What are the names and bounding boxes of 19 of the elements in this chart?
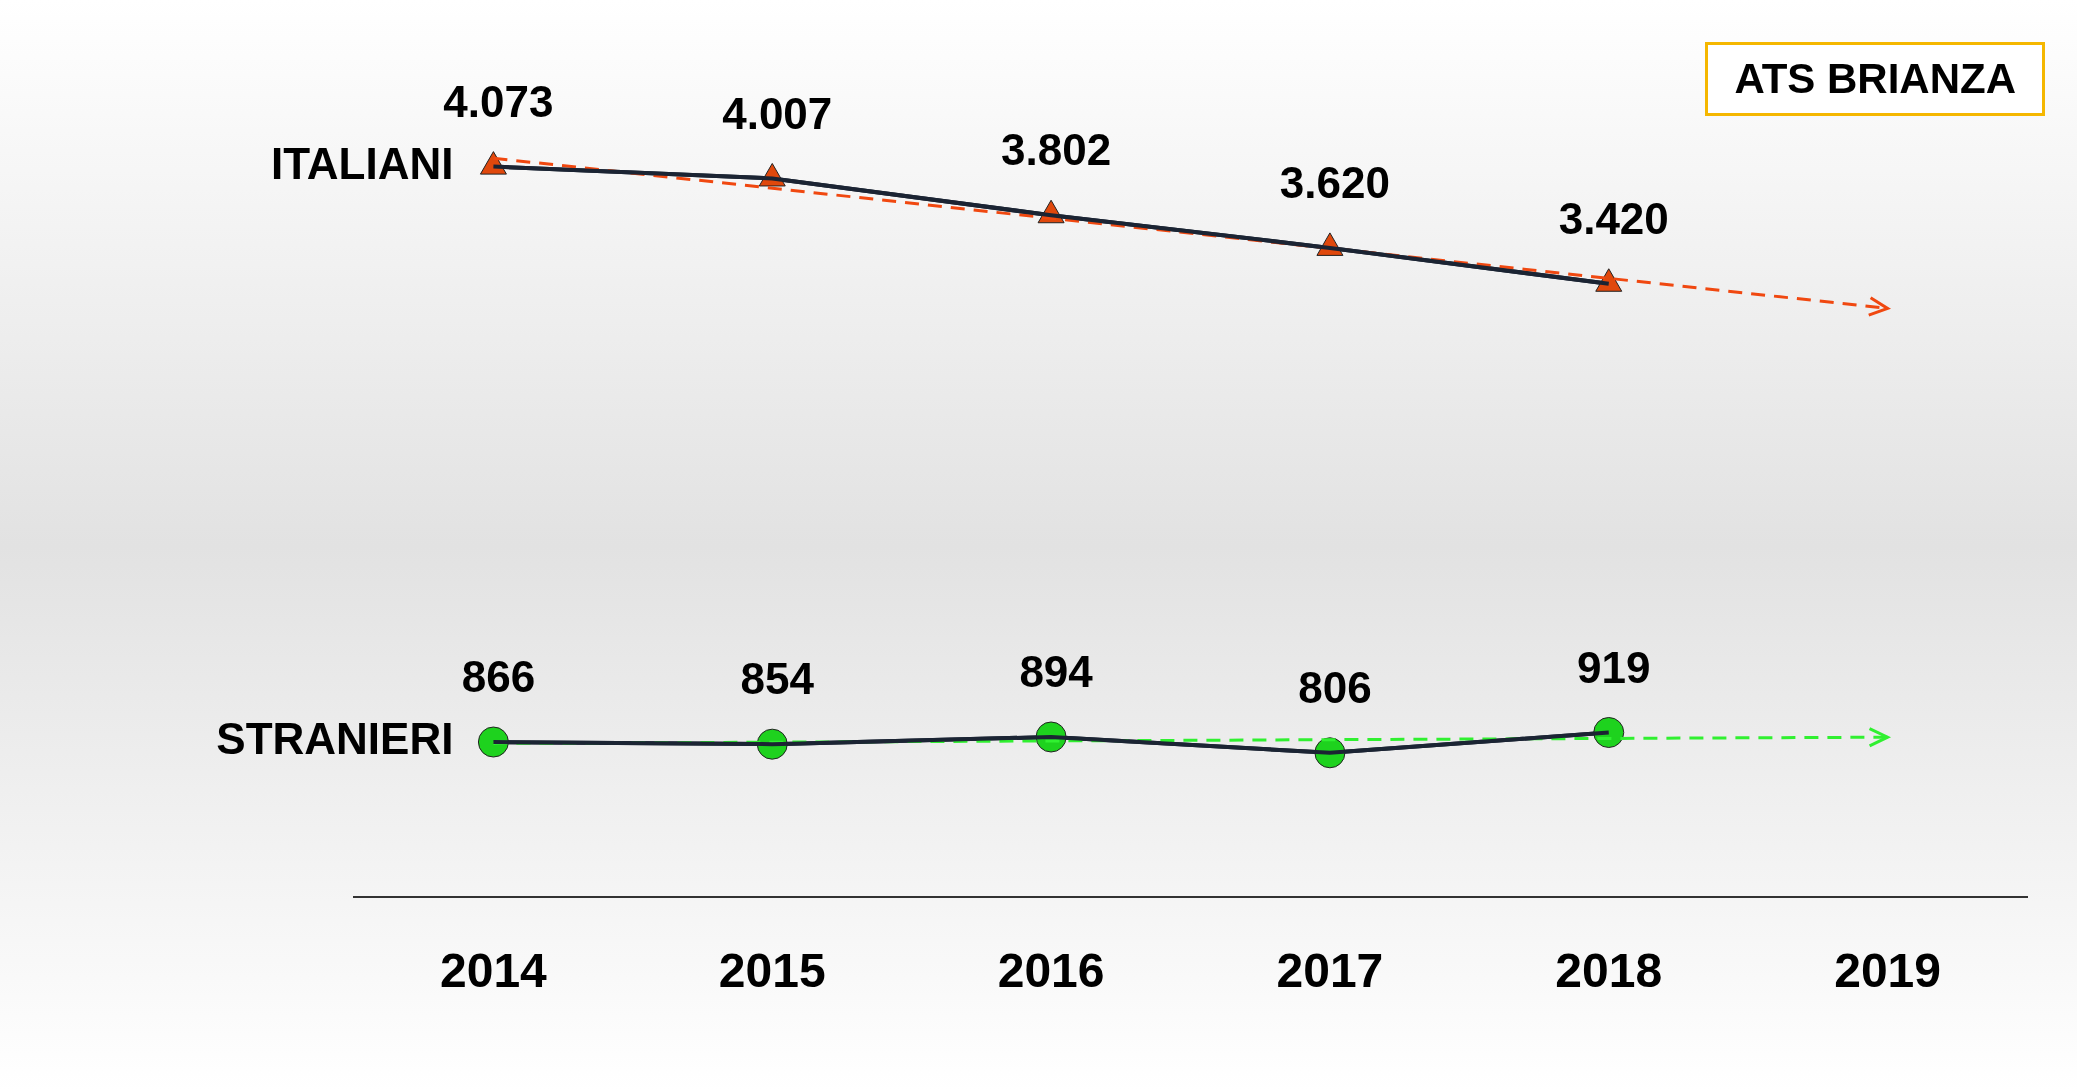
data-label: 3.620 <box>1279 158 1390 208</box>
data-label: 4.073 <box>443 76 554 126</box>
data-label: 3.802 <box>1001 125 1112 175</box>
data-label: 919 <box>1577 642 1651 692</box>
x-tick-label: 2015 <box>718 944 826 998</box>
x-tick-label: 2014 <box>440 944 548 998</box>
data-label: 854 <box>740 654 815 704</box>
data-label: 866 <box>461 652 536 702</box>
data-label: 894 <box>1019 647 1094 697</box>
data-label: 806 <box>1298 662 1372 712</box>
x-tick-label: 2019 <box>1834 944 1941 998</box>
series-label: STRANIERI <box>216 714 454 764</box>
data-label: 4.007 <box>722 88 833 138</box>
data-label: 3.420 <box>1558 193 1669 243</box>
x-tick-label: 2017 <box>1276 944 1384 998</box>
chart-title: ATS BRIANZA <box>1705 42 2045 116</box>
x-tick-label: 2016 <box>997 944 1105 998</box>
series-label: ITALIANI <box>270 138 454 188</box>
x-tick-label: 2018 <box>1555 944 1663 998</box>
